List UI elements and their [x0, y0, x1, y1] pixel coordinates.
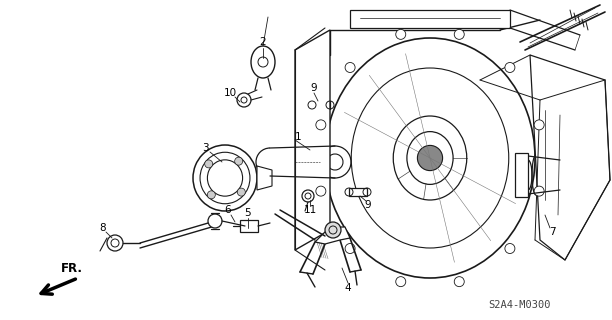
Circle shape — [237, 188, 245, 196]
Circle shape — [237, 93, 251, 107]
Text: S2A4-M0300: S2A4-M0300 — [489, 300, 551, 310]
Text: 2: 2 — [259, 37, 266, 47]
Circle shape — [204, 160, 213, 168]
Bar — [312, 101, 330, 109]
Text: 9: 9 — [365, 200, 371, 210]
Polygon shape — [350, 10, 510, 28]
Circle shape — [107, 235, 123, 251]
Circle shape — [396, 276, 406, 287]
Circle shape — [316, 120, 326, 130]
Circle shape — [396, 29, 406, 39]
Polygon shape — [315, 227, 350, 244]
Circle shape — [345, 244, 355, 253]
Circle shape — [505, 244, 515, 253]
Text: 4: 4 — [345, 283, 351, 293]
Text: 10: 10 — [223, 88, 237, 98]
Text: 3: 3 — [202, 143, 208, 153]
Bar — [240, 220, 258, 232]
Circle shape — [505, 62, 515, 73]
Circle shape — [534, 186, 544, 196]
Circle shape — [325, 222, 341, 238]
Circle shape — [534, 120, 544, 130]
Polygon shape — [530, 55, 610, 260]
Text: 5: 5 — [245, 208, 252, 218]
Circle shape — [454, 29, 465, 39]
Circle shape — [302, 190, 314, 202]
Circle shape — [208, 214, 222, 228]
Polygon shape — [515, 153, 528, 197]
Text: 7: 7 — [549, 227, 555, 237]
Polygon shape — [257, 166, 272, 190]
Text: 8: 8 — [100, 223, 106, 233]
Circle shape — [207, 191, 215, 199]
Circle shape — [417, 145, 442, 171]
Circle shape — [454, 276, 465, 287]
Circle shape — [316, 186, 326, 196]
Text: 1: 1 — [295, 132, 301, 142]
Text: 11: 11 — [304, 205, 316, 215]
Polygon shape — [295, 30, 330, 250]
Text: 9: 9 — [311, 83, 317, 93]
Bar — [349, 188, 367, 196]
Circle shape — [345, 62, 355, 73]
Circle shape — [234, 157, 243, 165]
Text: 6: 6 — [225, 205, 231, 215]
Text: FR.: FR. — [61, 261, 83, 275]
